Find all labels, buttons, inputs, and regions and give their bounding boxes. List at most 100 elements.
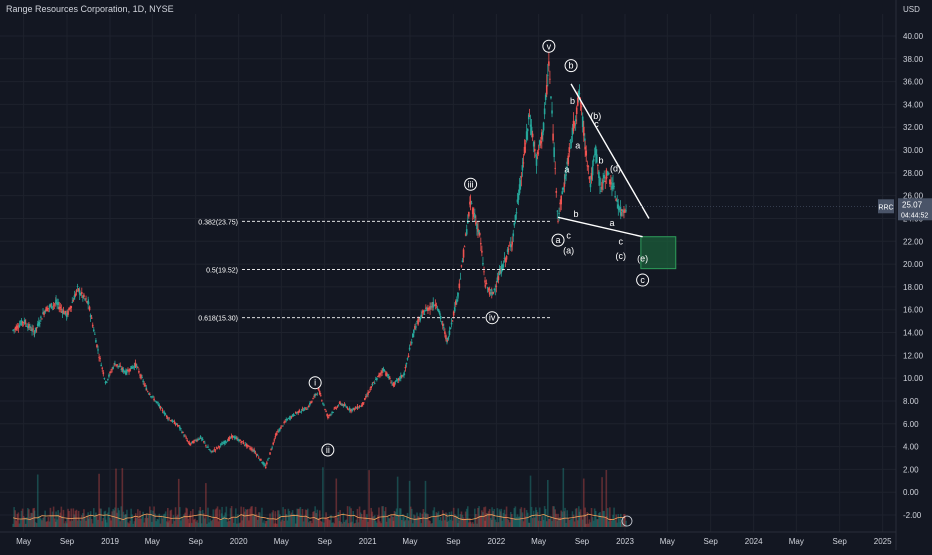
candle-body (29, 325, 31, 329)
candle-body (211, 450, 214, 452)
candle-body (194, 439, 196, 441)
candle-body (477, 228, 479, 232)
candle-body (462, 249, 465, 258)
volume-bar (482, 512, 484, 527)
candle-body (227, 438, 230, 441)
x-tick-label: 2023 (616, 537, 634, 546)
candle-body (366, 395, 368, 397)
candle-body (402, 375, 404, 377)
candle-body (328, 414, 330, 417)
y-tick-label: 4.00 (903, 443, 919, 452)
candle-body (495, 285, 498, 287)
candle-body (232, 436, 235, 438)
candle-body (223, 442, 226, 445)
candle-body (544, 94, 547, 101)
y-tick-label: 22.00 (903, 237, 924, 246)
volume-bar (321, 521, 323, 527)
candle-body (355, 407, 358, 409)
volume-bar (419, 512, 421, 527)
candle-body (573, 123, 576, 126)
volume-bar (172, 515, 175, 527)
candle-body (135, 365, 138, 367)
candle-body (515, 212, 518, 214)
candle-body (448, 330, 451, 335)
candle-body (469, 201, 471, 205)
volume-bar (113, 510, 116, 527)
x-tick-label: 2019 (101, 537, 119, 546)
candle-body (126, 369, 128, 373)
volume-bar (213, 516, 216, 527)
volume-bar (505, 506, 508, 527)
volume-bar (392, 516, 394, 527)
candle-body (358, 406, 361, 408)
candle-body (481, 250, 483, 253)
candle-body (315, 393, 318, 395)
volume-bar (397, 514, 400, 527)
candle-body (447, 336, 450, 340)
volume-bar (293, 514, 296, 527)
candle-body (622, 209, 624, 212)
candle-body (560, 195, 562, 205)
candle-body (607, 173, 610, 175)
volume-bar (612, 514, 614, 527)
volume-bar (374, 520, 377, 527)
volume-bar (112, 509, 114, 527)
candle-body (395, 380, 398, 381)
volume-bar (549, 518, 551, 527)
candle-body (538, 140, 541, 146)
volume-bar (199, 506, 202, 527)
candle-body (276, 431, 279, 433)
volume-bar (594, 510, 597, 527)
candle-body (389, 377, 391, 380)
x-tick-label: May (402, 537, 417, 546)
candle-body (36, 323, 39, 326)
volume-bar (369, 518, 371, 527)
candle-body (37, 321, 40, 326)
candle-body (154, 400, 156, 402)
volume-bar (625, 520, 627, 527)
volume-bar (102, 517, 105, 527)
volume-bar (611, 520, 613, 527)
volume-bar (134, 517, 137, 527)
candle-body (199, 436, 202, 439)
volume-bar (229, 508, 232, 527)
volume-bar (436, 513, 439, 527)
volume-bar (52, 506, 55, 527)
volume-bar (121, 468, 124, 527)
candle-body (163, 412, 166, 415)
candle-body (392, 383, 395, 387)
candle-body (603, 174, 606, 179)
candle-body (591, 166, 594, 176)
candle-body (380, 372, 382, 374)
candle-body (516, 199, 519, 203)
candle-body (563, 182, 566, 187)
volume-bar (57, 510, 59, 527)
volume-bar (490, 520, 493, 527)
candle-body (386, 374, 389, 376)
candle-body (114, 363, 116, 366)
volume-bar (401, 520, 403, 527)
candle-body (530, 126, 533, 135)
volume-bar (97, 519, 99, 527)
candle-body (274, 433, 277, 435)
volume-bar (599, 511, 601, 527)
y-tick-label: 18.00 (903, 283, 924, 292)
candle-body (487, 288, 490, 291)
volume-bar (518, 516, 521, 527)
candle-body (100, 364, 102, 367)
candle-body (70, 306, 73, 309)
candle-body (550, 96, 552, 99)
candle-body (110, 371, 112, 373)
volume-bar (162, 514, 165, 527)
x-tick-label: Sep (446, 537, 461, 546)
candle-body (483, 271, 485, 273)
candle-body (545, 85, 548, 95)
candle-body (549, 78, 551, 80)
candle-body (408, 347, 411, 350)
candle-body (77, 288, 80, 292)
volume-bar (158, 513, 161, 527)
volume-bar (515, 516, 518, 527)
volume-bar (567, 518, 570, 527)
volume-bar (65, 523, 68, 527)
